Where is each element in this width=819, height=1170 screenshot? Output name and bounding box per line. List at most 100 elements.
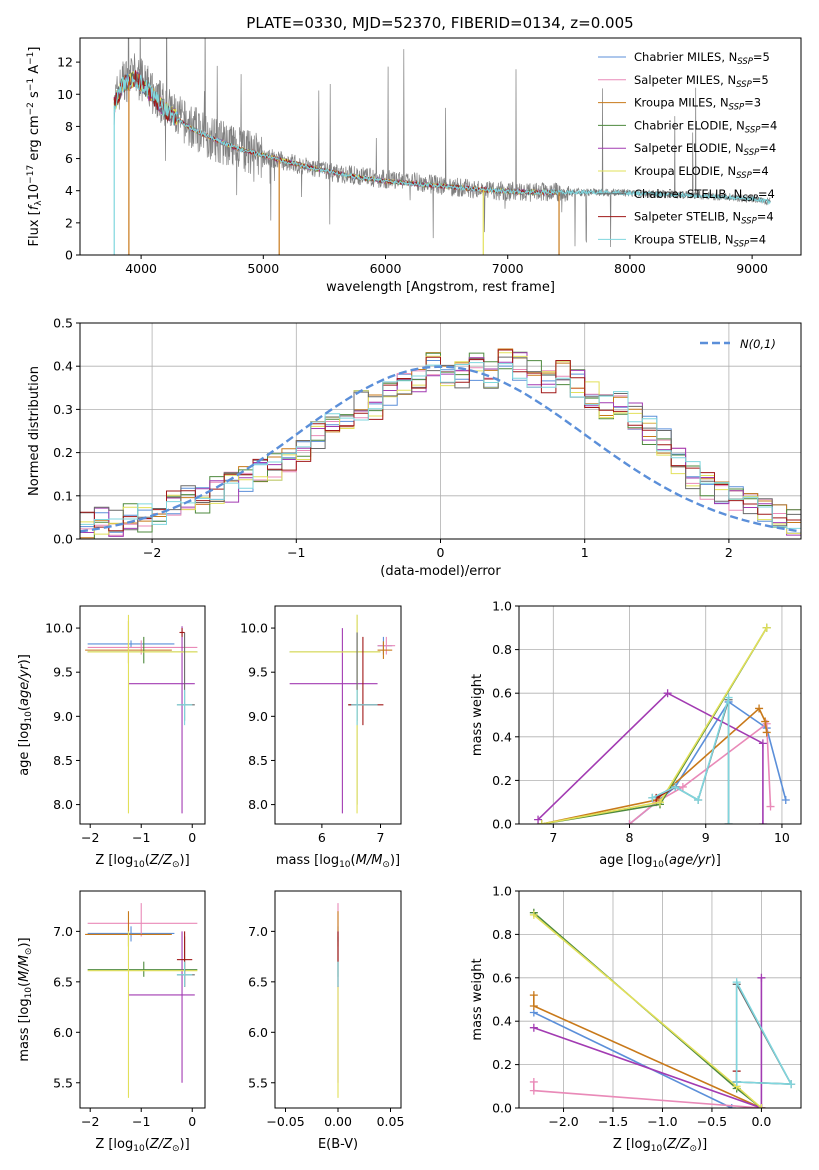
y-tick-label: 10 (57, 87, 73, 102)
x-axis-label: mass [log10(M/M⊙)] (276, 853, 400, 870)
error-bar-point (87, 961, 198, 977)
error-bar-point (176, 689, 193, 726)
axes-frame (79, 605, 206, 825)
error-bar-point (351, 689, 378, 726)
y-tick-label: 8.5 (53, 753, 73, 768)
x-tick-label: 0 (188, 1114, 196, 1129)
y-axis-label: Flux [fλ10−17 erg cm−2 s−1 A−1] (26, 47, 44, 247)
axes-frame (518, 605, 802, 825)
y-tick-label: 8.0 (248, 797, 268, 812)
axes-frame (79, 322, 802, 540)
x-tick-label: 7000 (492, 261, 524, 276)
axes-frame (274, 890, 402, 1109)
weight-marker (762, 728, 771, 737)
x-tick-label: 1 (581, 545, 589, 560)
error-bar-point (87, 640, 175, 648)
model-spectrum-line (113, 74, 771, 206)
weight-marker (787, 1080, 796, 1089)
x-tick-label: 5000 (247, 261, 279, 276)
legend-entry: Chabrier STELIB, NSSP=4 (634, 187, 775, 204)
weight-marker (732, 1077, 741, 1086)
y-tick-label: 7.0 (53, 924, 73, 939)
normal-curve (80, 365, 801, 533)
x-axis-label: wavelength [Angstrom, rest frame] (326, 280, 555, 295)
error-bar-point (87, 614, 198, 814)
x-tick-label: 4000 (125, 261, 157, 276)
legend-entry: Chabrier ELODIE, NSSP=4 (634, 118, 777, 135)
weight-marker (678, 782, 687, 791)
x-tick-label: −1.0 (647, 1114, 677, 1129)
weight-marker (534, 815, 543, 824)
y-tick-label: 6 (65, 151, 73, 166)
error-bar-point (87, 931, 198, 1098)
weight-marker (781, 796, 790, 805)
x-tick-label: −2.0 (548, 1114, 578, 1129)
y-tick-label: 0.8 (492, 642, 512, 657)
weight-line (533, 977, 763, 1108)
weight-marker (758, 739, 767, 748)
x-tick-label: −2 (81, 830, 99, 845)
x-tick-label: 9000 (736, 261, 768, 276)
x-tick-label: 6 (318, 830, 326, 845)
y-tick-label: 5.5 (248, 1075, 268, 1090)
axes-age-vs-Z: −2 −1 0 8.0 8.5 9.0 9.5 10.0 Z [log10(Z/Z⊙)] age … (17, 605, 206, 870)
y-tick-label: 0.5 (53, 316, 73, 331)
y-tick-label: 8.0 (53, 797, 73, 812)
x-tick-label: −1 (287, 545, 305, 560)
axes-frame (79, 890, 206, 1109)
axes-mass-vs-EBV: −0.05 0.00 0.05 5.5 6.0 6.5 7.0 E(B-V) (248, 890, 405, 1152)
weight-marker (757, 973, 766, 982)
weight-marker (529, 1002, 538, 1011)
axes-mass-vs-Z: −2 −1 0 5.5 6.0 6.5 7.0 Z [log10(Z/Z⊙)] mass [lo… (17, 890, 206, 1154)
weight-marker (694, 796, 703, 805)
x-tick-label: 7 (549, 830, 557, 845)
x-tick-label: 0 (188, 830, 196, 845)
y-tick-label: 9.0 (53, 709, 73, 724)
y-tick-label: 0.0 (492, 1101, 512, 1116)
error-bar-point (176, 961, 193, 987)
y-tick-label: 0.1 (53, 488, 73, 503)
error-bar-point (179, 628, 185, 637)
weight-marker (766, 802, 775, 811)
y-tick-label: 7.0 (248, 924, 268, 939)
y-tick-label: 0.3 (53, 402, 73, 417)
x-tick-label: 0.0 (751, 1114, 771, 1129)
weight-marker (762, 623, 771, 632)
weight-marker (529, 1023, 538, 1032)
x-tick-label: 8000 (614, 261, 646, 276)
y-tick-label: 0.2 (53, 445, 73, 460)
x-tick-label: −0.5 (697, 1114, 727, 1129)
x-tick-label: −2 (143, 545, 161, 560)
weight-line (735, 981, 793, 1085)
y-tick-label: 9.5 (53, 665, 73, 680)
x-tick-label: 9 (702, 830, 710, 845)
weight-marker (758, 820, 767, 824)
y-axis-label: age [log10(age/yr)] (17, 654, 34, 776)
legend-entry: Kroupa ELODIE, NSSP=4 (634, 164, 769, 181)
axes-mass-weight-vs-age: 7 8 9 10 0.0 0.2 0.4 0.6 0.8 1.0 mass weight age [l… (470, 599, 802, 870)
x-tick-label: 6000 (370, 261, 402, 276)
y-tick-label: 10.0 (45, 621, 73, 636)
y-tick-label: 0.4 (492, 1014, 512, 1029)
axes-frame (79, 37, 802, 256)
x-tick-label: −1 (132, 1114, 150, 1129)
weight-line (533, 1011, 733, 1108)
y-tick-label: 0.0 (53, 532, 73, 547)
axes-mass-weight-vs-Z: −2.0 −1.5 −1.0 −0.5 0.0 0.0 0.2 0.4 0.6 0.8 1.0 mas… (470, 884, 802, 1154)
y-tick-label: 4 (65, 183, 73, 198)
y-tick-label: 8 (65, 119, 73, 134)
x-axis-label: Z [log10(Z/Z⊙)] (613, 1137, 707, 1154)
x-axis-label: age [log10(age/yr)] (599, 853, 721, 870)
y-tick-label: 0 (65, 248, 73, 263)
y-tick-label: 0.8 (492, 927, 512, 942)
x-axis-label: (data-model)/error (380, 564, 501, 579)
y-tick-label: 6.5 (248, 974, 268, 989)
weight-marker (529, 1086, 538, 1095)
weight-marker (732, 978, 741, 987)
x-tick-label: 0.05 (377, 1114, 405, 1129)
legend-entry: Chabrier MILES, NSSP=5 (634, 50, 770, 67)
y-tick-label: 6.5 (53, 974, 73, 989)
error-bar-point (87, 903, 198, 937)
y-tick-label: 9.0 (248, 709, 268, 724)
